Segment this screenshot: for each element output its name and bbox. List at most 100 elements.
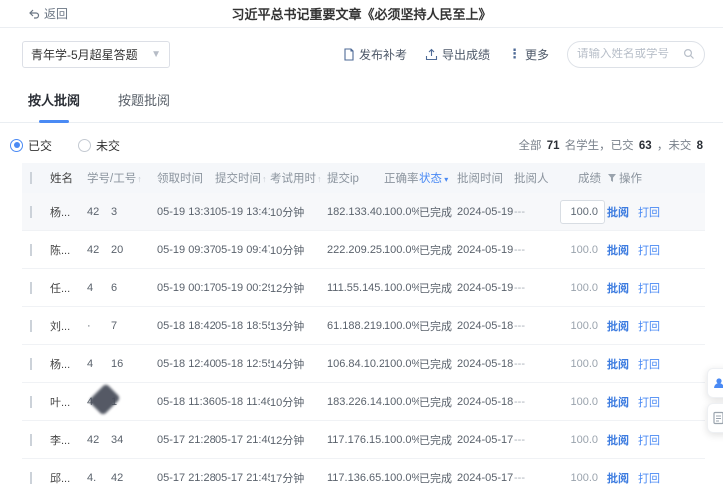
grade-input[interactable] (560, 427, 605, 452)
reviewer: --- (514, 471, 525, 484)
col-submit-time[interactable]: 提交时间↑ (215, 173, 267, 185)
row-checkbox[interactable] (30, 357, 32, 370)
col-accuracy: 正确率 (384, 173, 419, 185)
student-id-part1: 42 (87, 205, 100, 218)
floating-service-button[interactable] (707, 368, 723, 398)
review-time: 2024-05-17 2... (457, 471, 514, 484)
submit-time: 05-19 13:41 (215, 205, 270, 218)
reject-button[interactable]: 打回 (638, 206, 660, 219)
exam-duration: 14分钟 (270, 358, 305, 371)
review-button[interactable]: 批阅 (607, 358, 629, 371)
grade-input[interactable] (560, 465, 605, 485)
col-duration[interactable]: 考试用时↑ (270, 173, 322, 185)
row-checkbox[interactable] (30, 471, 32, 484)
review-button[interactable]: 批阅 (607, 320, 629, 333)
col-status-filter[interactable]: 状态 ▾ (419, 173, 449, 185)
student-id-part1: 42 (87, 243, 100, 256)
reviewer: --- (514, 319, 525, 332)
filter-funnel-icon (608, 174, 616, 182)
reject-button[interactable]: 打回 (638, 244, 660, 257)
student-id-part2: 34 (111, 433, 124, 446)
claim-time: 05-19 09:37 (157, 243, 215, 256)
student-id: 42 34 (87, 434, 157, 446)
row-checkbox[interactable] (30, 319, 32, 332)
table-body: 杨... 42 3 05-19 13:31 05-19 13:41 10分钟 18… (22, 193, 705, 485)
reject-button[interactable]: 打回 (638, 320, 660, 333)
student-name: 杨... (50, 358, 71, 371)
radio-submitted[interactable]: 已交 (10, 137, 52, 154)
col-review-time: 批阅时间 (457, 173, 503, 185)
search-icon[interactable] (683, 48, 695, 60)
grade-input[interactable] (560, 237, 605, 262)
accuracy: 100.0% (384, 395, 419, 408)
student-name: 任... (50, 282, 71, 295)
reject-button[interactable]: 打回 (638, 396, 660, 409)
col-student-id[interactable]: 学号/工号↑ (87, 173, 142, 185)
submit-ip: 111.55.145.... (327, 281, 384, 294)
reviewer: --- (514, 243, 525, 256)
reject-button[interactable]: 打回 (638, 282, 660, 295)
sort-up-icon: ↑ (317, 174, 322, 184)
row-checkbox[interactable] (30, 205, 32, 218)
status-badge: 已完成 (419, 244, 452, 257)
student-count-summary: 全部 71 名学生，已交 63 ，未交 8 (518, 137, 705, 153)
table-row: 陈... 42 20 05-19 09:37 05-19 09:47 10分钟 2… (22, 231, 705, 269)
table-row: 邱... 4. 42 05-17 21:28 05-17 21:45 17分钟 1… (22, 459, 705, 485)
review-button[interactable]: 批阅 (607, 244, 629, 257)
review-button[interactable]: 批阅 (607, 472, 629, 485)
claim-time: 05-19 13:31 (157, 205, 215, 218)
student-id: · 7 (87, 320, 157, 332)
review-button[interactable]: 批阅 (607, 434, 629, 447)
export-grades-button[interactable]: 导出成绩 (425, 46, 490, 63)
tab-review-by-question[interactable]: 按题批阅 (118, 93, 171, 108)
status-badge: 已完成 (419, 358, 452, 371)
reviewer: --- (514, 357, 525, 370)
reject-button[interactable]: 打回 (638, 472, 660, 485)
course-select[interactable]: 青年学-5月超星答题 ▼ (22, 40, 170, 68)
row-checkbox[interactable] (30, 433, 32, 446)
reject-button[interactable]: 打回 (638, 358, 660, 371)
summary-submitted-value: 63 (638, 140, 652, 152)
chevron-down-icon: ▾ (442, 175, 449, 184)
radio-unsubmitted-label: 未交 (96, 138, 121, 153)
table-row: 刘... · 7 05-18 18:42 05-18 18:55 13分钟 61.… (22, 307, 705, 345)
radio-unsubmitted[interactable]: 未交 (78, 137, 120, 154)
table-header: 姓名 学号/工号↑ 领取时间 提交时间↑ 考试用时↑ 提交ip 正确率 状态 ▾… (22, 163, 705, 193)
floating-document-button[interactable] (707, 403, 723, 433)
summary-total-value: 71 (546, 140, 560, 152)
accuracy: 100.0% (384, 243, 419, 256)
back-button[interactable]: 返回 (28, 5, 68, 22)
table-row: 杨... 42 3 05-19 13:31 05-19 13:41 10分钟 18… (22, 193, 705, 231)
export-icon (425, 48, 438, 60)
col-action[interactable]: 操作 (607, 170, 669, 186)
grade-input[interactable] (560, 389, 605, 414)
page-title: 习近平总书记重要文章《必须坚持人民至上》 (231, 7, 492, 22)
select-all-checkbox[interactable] (30, 172, 32, 184)
grade-input[interactable] (560, 275, 605, 300)
grade-input[interactable] (560, 313, 605, 338)
col-grade: 成绩 (578, 173, 601, 185)
more-button[interactable]: ⋮ 更多 (508, 46, 549, 63)
student-name: 邱... (50, 472, 71, 485)
ellipsis-vertical-icon: ⋮ (507, 46, 521, 61)
review-time: 2024-05-19 1... (457, 205, 514, 218)
row-checkbox[interactable] (30, 395, 32, 408)
grade-input[interactable] (560, 351, 605, 376)
row-checkbox[interactable] (30, 281, 32, 294)
submit-ip: 222.209.25.... (327, 243, 384, 256)
review-button[interactable]: 批阅 (607, 206, 629, 219)
grade-input[interactable] (560, 199, 605, 224)
student-id: 42 20 (87, 244, 157, 256)
search-input[interactable] (577, 48, 679, 60)
publish-makeup-label: 发布补考 (358, 47, 407, 62)
submit-time: 05-19 09:47 (215, 243, 270, 256)
review-button[interactable]: 批阅 (607, 282, 629, 295)
accuracy: 100.0% (384, 433, 419, 446)
publish-makeup-button[interactable]: 发布补考 (343, 46, 407, 63)
reviewer: --- (514, 281, 525, 294)
table-row: 李... 42 34 05-17 21:28 05-17 21:40 12分钟 1… (22, 421, 705, 459)
reject-button[interactable]: 打回 (638, 434, 660, 447)
row-checkbox[interactable] (30, 243, 32, 256)
tab-review-by-person[interactable]: 按人批阅 (28, 90, 80, 122)
review-button[interactable]: 批阅 (607, 396, 629, 409)
